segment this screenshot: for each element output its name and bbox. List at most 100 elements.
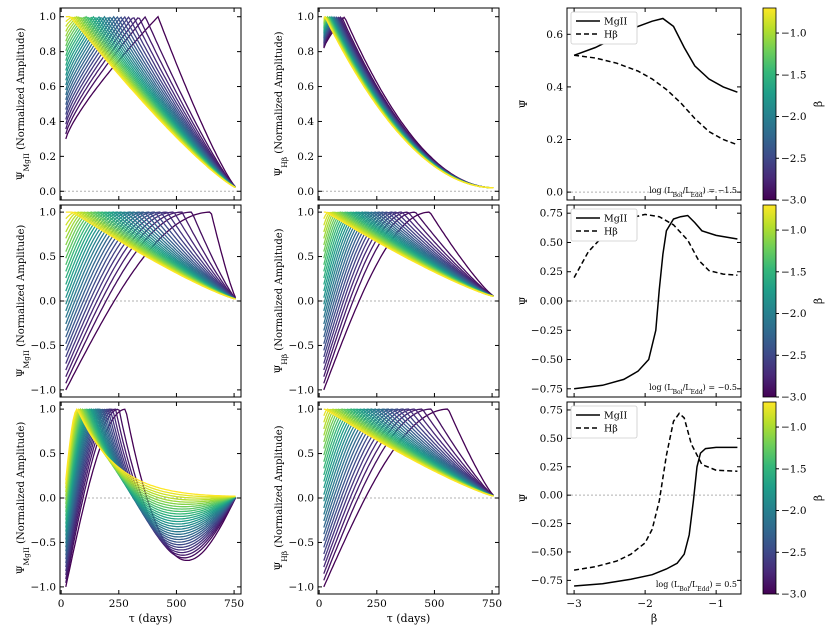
- mgii_mid-curve-4: [65, 211, 236, 364]
- psi_mid-ytick-label: 0.50: [540, 237, 563, 249]
- psi_bot-ytick-label: 0.25: [540, 461, 563, 473]
- psi_mid-series-mgii: [574, 214, 738, 390]
- hb_top-ytick-label: 0.8: [297, 46, 314, 58]
- hb_bot-ytick-label: 0.0: [297, 493, 314, 505]
- psi_mid-ytick-label: −0.25: [531, 325, 563, 337]
- mgii_bot-curve-17: [65, 408, 236, 520]
- mgii_mid-curve-10: [65, 211, 236, 325]
- mgii_mid-curve-8: [65, 211, 236, 338]
- colorbar-2-tick-label: −3.0: [781, 589, 807, 601]
- hb_mid-curve-27: [323, 211, 494, 298]
- hb_mid-curve-5: [323, 211, 494, 358]
- colorbar-0-tick-label: −1.5: [781, 69, 807, 81]
- mgii_bot-curve-14: [65, 408, 236, 532]
- mgii_bot-curve-18: [65, 408, 236, 516]
- mgii_top-plot-area: [65, 15, 237, 188]
- hb_bot-plot-area: [323, 408, 494, 588]
- mgii_mid-curve-3: [65, 211, 236, 371]
- mgii_top-curve-0: [65, 15, 237, 188]
- hb_bot-xtick-label: 500: [424, 598, 444, 610]
- hb_mid-ytick-label: −0.5: [289, 340, 315, 352]
- psi_bot-annotation: log (LBol/LEdd) = 0.5: [656, 580, 737, 593]
- psi_mid-legend-label-0: MgII: [604, 214, 628, 225]
- hb_mid-curve-4: [323, 211, 494, 364]
- psi_mid-legend-label-1: Hβ: [604, 227, 618, 238]
- mgii_bot-plot-area: [65, 408, 237, 588]
- hb_top-ytick-label: 0.0: [297, 186, 314, 198]
- hb_top-ytick-label: 0.6: [297, 81, 314, 93]
- mgii_bot-curve-27: [65, 408, 236, 497]
- colorbar-1-tick-label: −1.0: [781, 225, 807, 237]
- hb_mid-ytick-label: 0.0: [297, 296, 314, 308]
- mgii_top-curve-4: [65, 16, 236, 188]
- psi_bot-plot-area: [573, 412, 738, 587]
- psi_bot-legend: MgII Hβ: [570, 405, 638, 439]
- mgii_mid-curve-6: [65, 211, 236, 351]
- mgii_mid-ytick-label: 0.0: [39, 296, 56, 308]
- colorbar-2-tick-label: −2.5: [781, 547, 807, 559]
- colorbar-2-tick-label: −2.0: [781, 505, 807, 517]
- psi_bot-frame: [566, 401, 742, 595]
- psi_top-ytick-label: 0.4: [546, 81, 563, 93]
- psi_bot-series-hbeta: [573, 412, 738, 571]
- mgii_top-ytick-label: 0.4: [39, 116, 56, 128]
- hb_top-frame: [317, 7, 500, 201]
- psi_mid-ytick-label: 0.75: [540, 208, 563, 220]
- hb_bot-panel: 0 250 500 750 −1.0 −0.5 0.0 0.5 1.0 ΨHβ (Normaliz…: [274, 401, 502, 625]
- psi_bot-panel: −3 −2 −1 −0.75 −0.50 −0.25 0.00 0.25 0.50 0.75 Ψ̄ β…: [519, 401, 742, 625]
- psi_bot-series-mgii: [574, 446, 738, 587]
- colorbar-2: −3.0 −2.5 −2.0 −1.5 −1.0 β: [762, 401, 825, 601]
- colorbar-2-tick-label: −1.0: [781, 422, 807, 434]
- hb_top-curve-6: [323, 16, 494, 189]
- mgii_bot-panel: 0 250 500 750 −1.0 −0.5 0.0 0.5 1.0 ΨMgII (Normal…: [16, 401, 244, 625]
- psi_top-panel: 0.0 0.2 0.4 0.6 Ψ̄ MgII Hβ log (LBol/LEdd) = −1…: [519, 7, 742, 201]
- colorbar-0-tick-label: −2.0: [781, 111, 807, 123]
- psi_bot-ytick-label: 0.00: [540, 490, 563, 502]
- mgii_mid-plot-area: [65, 211, 237, 391]
- hb_bot-ytick-label: −0.5: [289, 537, 315, 549]
- mgii_mid-ylabel: ΨMgII (Normalized Amplitude): [16, 225, 31, 378]
- psi_mid-legend-box: [570, 208, 638, 242]
- mgii_top-curve-5: [65, 15, 236, 188]
- mgii_top-ytick-label: 0.0: [39, 186, 56, 198]
- psi_mid-ytick-label: 0.00: [540, 296, 563, 308]
- hb_bot-curve-2: [323, 408, 494, 574]
- colorbar-1-tick-label: −1.5: [781, 266, 807, 278]
- mgii_bot-ytick-label: 0.0: [39, 493, 56, 505]
- mgii_top-curve-1: [65, 15, 236, 188]
- psi_top-ytick-label: 0.6: [546, 29, 563, 41]
- hb_bot-curve-6: [323, 408, 494, 548]
- psi_bot-legend-label-1: Hβ: [604, 424, 618, 435]
- mgii_bot-ylabel: ΨMgII (Normalized Amplitude): [16, 422, 31, 575]
- psi_top-frame: [566, 7, 742, 201]
- mgii_mid-panel: −1.0 −0.5 0.0 0.5 1.0 ΨMgII (Normalized Ampli…: [16, 204, 242, 398]
- psi_bot-ytick-label: 0.75: [540, 404, 563, 416]
- psi_bot-legend-label-0: MgII: [604, 411, 628, 422]
- mgii_mid-ytick-label: −1.0: [31, 384, 57, 396]
- psi_top-series-hbeta: [574, 54, 738, 146]
- mgii_bot-xtick-label: 0: [58, 598, 65, 610]
- mgii_bot-xtick-label: 250: [109, 598, 129, 610]
- hb_mid-panel: −1.0 −0.5 0.0 0.5 1.0 ΨHβ (Normalized Amplitu…: [274, 204, 500, 398]
- psi_bot-xtick-label: −2: [637, 598, 652, 610]
- mgii_top-frame: [59, 7, 242, 201]
- mgii_mid-ytick-label: 0.5: [39, 251, 56, 263]
- psi_top-legend-box: [570, 11, 638, 45]
- colorbar-1: −3.0 −2.5 −2.0 −1.5 −1.0 β: [762, 204, 825, 404]
- psi_top-legend-label-0: MgII: [604, 17, 628, 28]
- mgii_bot-curve-20: [65, 408, 236, 510]
- psi_top-ytick-label: 0.2: [546, 134, 563, 146]
- mgii_top-ytick-label: 0.2: [39, 151, 56, 163]
- psi_bot-ytick-label: −0.25: [531, 518, 563, 530]
- hb_top-panel: 0.0 0.2 0.4 0.6 0.8 1.0 ΨHβ (Normalized Amplit…: [274, 7, 500, 201]
- psi_top-annotation: log (LBol/LEdd) = −1.5: [649, 186, 737, 199]
- mgii_top-curve-25: [65, 16, 236, 188]
- mgii_top-curve-6: [65, 16, 236, 188]
- mgii_top-ytick-label: 0.8: [39, 46, 56, 58]
- mgii_bot-xtick-label: 750: [224, 598, 244, 610]
- psi_top-legend-label-1: Hβ: [604, 30, 618, 41]
- mgii_bot-curve-19: [65, 408, 236, 513]
- colorbar-0-bar: [762, 7, 777, 201]
- hb_mid-curve-3: [323, 211, 494, 371]
